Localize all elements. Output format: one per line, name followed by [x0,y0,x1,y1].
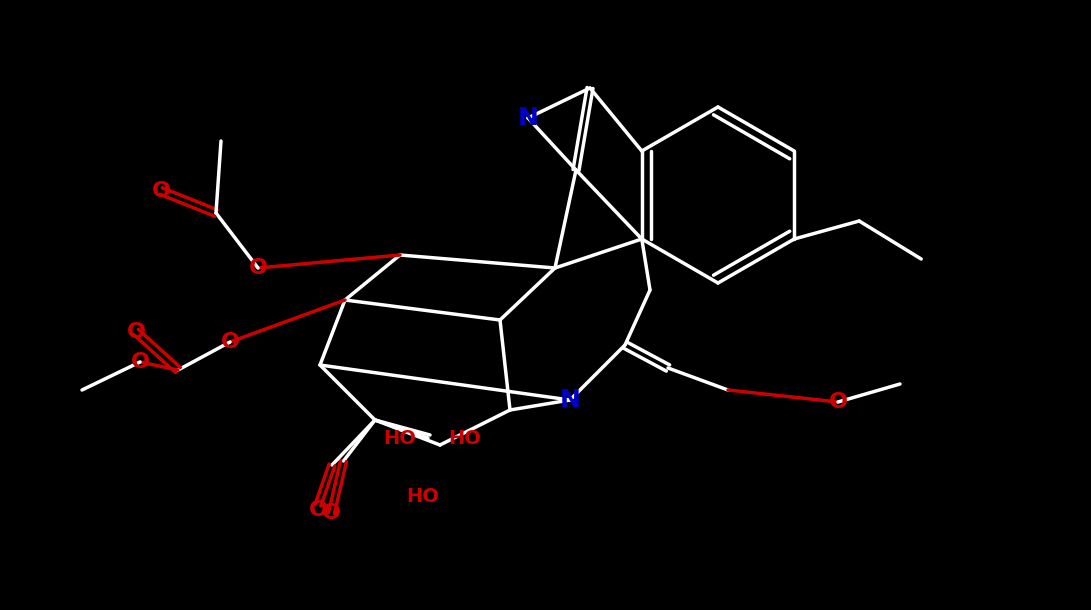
Text: O: O [131,352,149,372]
Text: O: O [127,322,145,342]
Text: HO: HO [407,487,440,506]
Text: O: O [220,332,240,352]
Text: O: O [152,181,170,201]
Text: N: N [560,388,580,412]
Text: HO: HO [448,428,481,448]
Text: O: O [828,392,848,412]
Text: O: O [322,503,341,523]
Text: HO: HO [383,428,416,448]
Text: N: N [517,106,539,130]
Text: O: O [309,500,327,520]
Text: O: O [249,258,267,278]
